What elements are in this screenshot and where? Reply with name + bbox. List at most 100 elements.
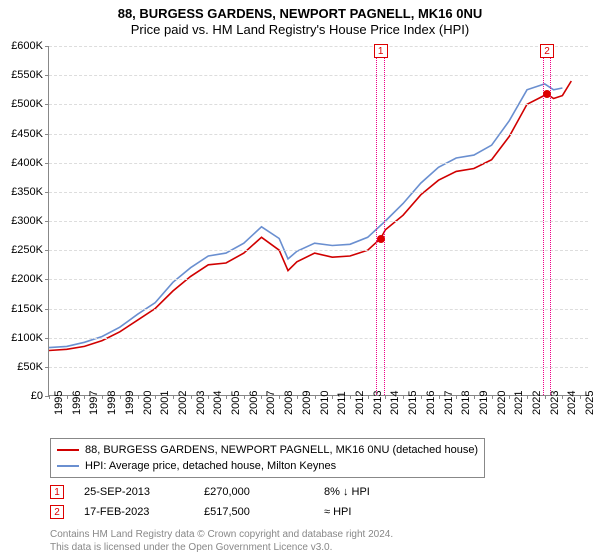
gridline-h xyxy=(49,134,588,135)
x-axis-label: 2012 xyxy=(354,391,366,415)
tick-x xyxy=(49,395,50,399)
legend-swatch xyxy=(57,449,79,451)
x-axis-label: 2010 xyxy=(319,391,331,415)
x-axis-label: 2024 xyxy=(566,391,578,415)
tick-x xyxy=(102,395,103,399)
tick-x xyxy=(226,395,227,399)
tick-x xyxy=(385,395,386,399)
note-row: 2 17-FEB-2023 £517,500 ≈ HPI xyxy=(50,502,424,522)
note-flag: 2 xyxy=(50,505,64,519)
attribution-line2: This data is licensed under the Open Gov… xyxy=(50,541,393,554)
tick-x xyxy=(439,395,440,399)
x-axis-label: 2009 xyxy=(301,391,313,415)
gridline-h xyxy=(49,279,588,280)
gridline-h xyxy=(49,338,588,339)
y-axis-label: £300K xyxy=(11,215,49,227)
x-axis-label: 1999 xyxy=(124,391,136,415)
y-axis-label: £150K xyxy=(11,303,49,315)
gridline-h xyxy=(49,367,588,368)
x-axis-label: 2025 xyxy=(584,391,596,415)
x-axis-label: 2006 xyxy=(248,391,260,415)
attribution-text: Contains HM Land Registry data © Crown c… xyxy=(50,528,393,554)
sale-point xyxy=(377,235,385,243)
tick-x xyxy=(297,395,298,399)
tick-x xyxy=(332,395,333,399)
y-axis-label: £0 xyxy=(31,390,49,402)
x-axis-label: 2014 xyxy=(389,391,401,415)
marker-notes: 125-SEP-2013£270,0008% ↓ HPI217-FEB-2023… xyxy=(50,482,424,522)
x-axis-label: 2007 xyxy=(265,391,277,415)
tick-x xyxy=(279,395,280,399)
tick-x xyxy=(509,395,510,399)
tick-x xyxy=(261,395,262,399)
note-price: £270,000 xyxy=(204,486,304,498)
gridline-h xyxy=(49,75,588,76)
tick-x xyxy=(580,395,581,399)
legend-label: 88, BURGESS GARDENS, NEWPORT PAGNELL, MK… xyxy=(85,444,478,456)
legend-row: 88, BURGESS GARDENS, NEWPORT PAGNELL, MK… xyxy=(57,442,478,458)
tick-x xyxy=(456,395,457,399)
note-date: 25-SEP-2013 xyxy=(84,486,184,498)
legend-swatch xyxy=(57,465,79,467)
gridline-h xyxy=(49,163,588,164)
tick-x xyxy=(545,395,546,399)
tick-x xyxy=(421,395,422,399)
y-axis-label: £450K xyxy=(11,128,49,140)
tick-x xyxy=(208,395,209,399)
tick-x xyxy=(315,395,316,399)
x-axis-label: 1997 xyxy=(88,391,100,415)
tick-x xyxy=(84,395,85,399)
note-flag: 1 xyxy=(50,485,64,499)
note-delta: ≈ HPI xyxy=(324,506,424,518)
y-axis-label: £350K xyxy=(11,186,49,198)
tick-x xyxy=(368,395,369,399)
y-axis-label: £100K xyxy=(11,332,49,344)
x-axis-label: 2000 xyxy=(142,391,154,415)
tick-x xyxy=(492,395,493,399)
x-axis-label: 2011 xyxy=(336,391,348,415)
sale-point xyxy=(543,90,551,98)
tick-x xyxy=(155,395,156,399)
series-line xyxy=(49,81,571,351)
gridline-h xyxy=(49,104,588,105)
gridline-h xyxy=(49,46,588,47)
x-axis-label: 2002 xyxy=(177,391,189,415)
chart-title-line1: 88, BURGESS GARDENS, NEWPORT PAGNELL, MK… xyxy=(0,6,600,21)
note-date: 17-FEB-2023 xyxy=(84,506,184,518)
tick-x xyxy=(474,395,475,399)
gridline-h xyxy=(49,309,588,310)
marker-flag: 1 xyxy=(374,44,388,58)
tick-x xyxy=(350,395,351,399)
note-price: £517,500 xyxy=(204,506,304,518)
tick-x xyxy=(562,395,563,399)
y-axis-label: £500K xyxy=(11,98,49,110)
y-axis-label: £400K xyxy=(11,157,49,169)
x-axis-label: 2016 xyxy=(425,391,437,415)
x-axis-label: 1995 xyxy=(53,391,65,415)
tick-x xyxy=(67,395,68,399)
x-axis-label: 2004 xyxy=(212,391,224,415)
tick-x xyxy=(138,395,139,399)
price-chart: £0£50K£100K£150K£200K£250K£300K£350K£400… xyxy=(48,46,588,396)
note-row: 125-SEP-2013£270,0008% ↓ HPI xyxy=(50,482,424,502)
marker-band xyxy=(376,46,385,395)
tick-x xyxy=(244,395,245,399)
marker-band xyxy=(543,46,552,395)
legend-label: HPI: Average price, detached house, Milt… xyxy=(85,460,336,472)
x-axis-label: 2003 xyxy=(195,391,207,415)
attribution-line1: Contains HM Land Registry data © Crown c… xyxy=(50,528,393,541)
y-axis-label: £50K xyxy=(17,361,49,373)
chart-title-line2: Price paid vs. HM Land Registry's House … xyxy=(0,22,600,37)
tick-x xyxy=(527,395,528,399)
x-axis-label: 2015 xyxy=(407,391,419,415)
x-axis-label: 2019 xyxy=(478,391,490,415)
tick-x xyxy=(120,395,121,399)
x-axis-label: 2022 xyxy=(531,391,543,415)
x-axis-label: 2008 xyxy=(283,391,295,415)
x-axis-label: 2017 xyxy=(443,391,455,415)
x-axis-label: 2005 xyxy=(230,391,242,415)
gridline-h xyxy=(49,221,588,222)
marker-flag: 2 xyxy=(540,44,554,58)
legend-row: HPI: Average price, detached house, Milt… xyxy=(57,458,478,474)
x-axis-label: 1998 xyxy=(106,391,118,415)
